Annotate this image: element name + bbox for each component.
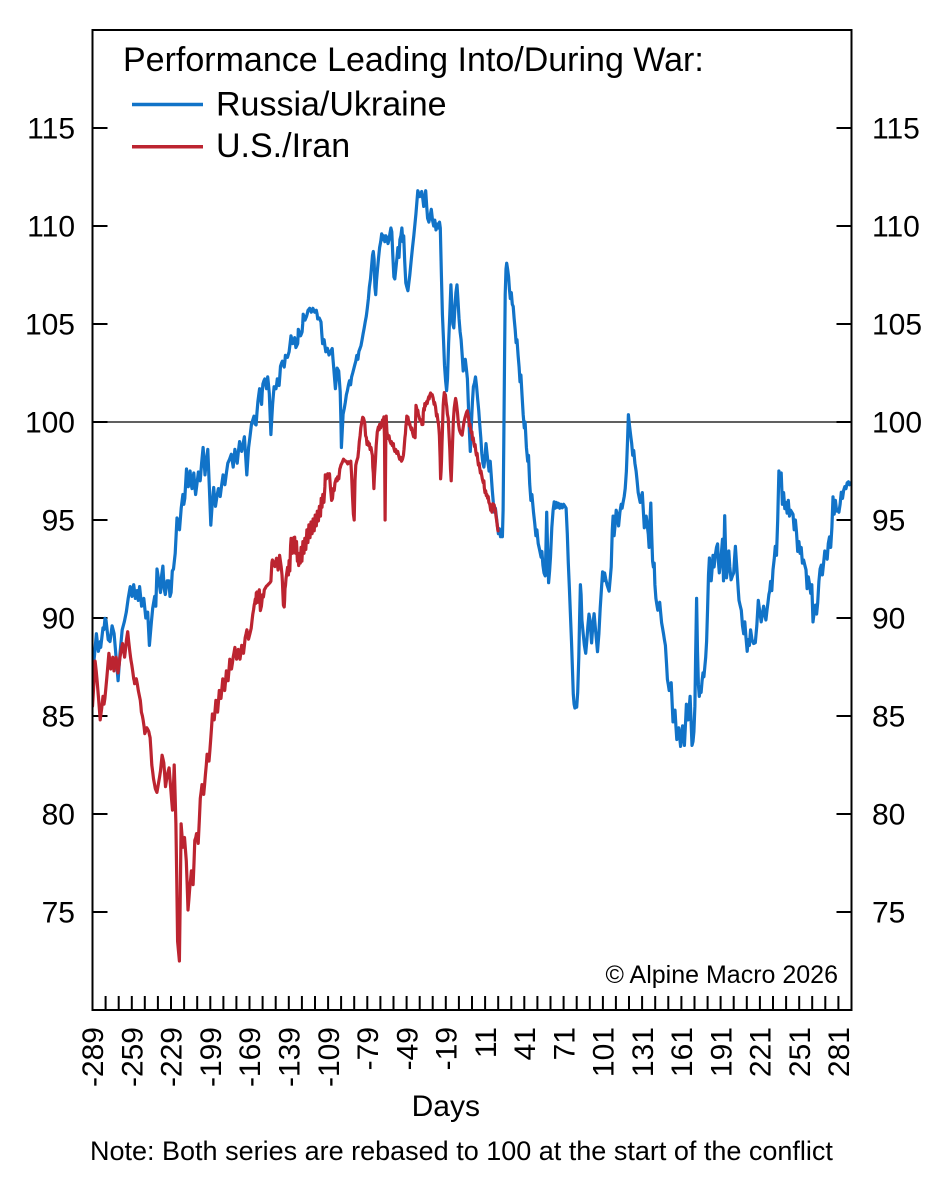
svg-text:161: 161 [666,1027,699,1077]
svg-text:Performance Leading Into/Durin: Performance Leading Into/During War: [123,41,704,79]
svg-text:© Alpine Macro 2026: © Alpine Macro 2026 [606,961,838,989]
svg-text:-79: -79 [352,1027,385,1070]
svg-text:90: 90 [872,603,905,636]
svg-text:131: 131 [627,1027,660,1077]
svg-text:100: 100 [872,407,922,440]
svg-text:90: 90 [42,603,75,636]
svg-text:-289: -289 [77,1027,110,1087]
svg-text:Days: Days [412,1090,480,1123]
svg-text:75: 75 [872,897,905,930]
svg-text:Note: Both series are rebased: Note: Both series are rebased to 100 at … [90,1136,833,1166]
svg-text:251: 251 [784,1027,817,1077]
svg-text:-109: -109 [313,1027,346,1087]
svg-text:80: 80 [42,799,75,832]
svg-text:Russia/Ukraine: Russia/Ukraine [216,86,447,124]
svg-text:191: 191 [705,1027,738,1077]
svg-text:110: 110 [872,211,920,244]
svg-text:105: 105 [25,309,75,342]
svg-text:-49: -49 [391,1027,424,1070]
svg-text:-139: -139 [274,1027,307,1087]
svg-text:71: 71 [548,1027,581,1060]
svg-text:11: 11 [470,1027,503,1058]
svg-text:115: 115 [27,113,75,146]
svg-text:100: 100 [25,407,75,440]
svg-text:85: 85 [872,701,905,734]
svg-text:105: 105 [872,309,922,342]
svg-text:95: 95 [872,505,905,538]
svg-text:281: 281 [823,1027,856,1077]
svg-text:-229: -229 [156,1027,189,1087]
svg-text:U.S./Iran: U.S./Iran [216,127,350,165]
svg-text:115: 115 [872,113,920,146]
svg-text:-199: -199 [195,1027,228,1087]
svg-text:85: 85 [42,701,75,734]
svg-text:-169: -169 [234,1027,267,1087]
svg-text:-259: -259 [117,1027,150,1087]
svg-text:80: 80 [872,799,905,832]
svg-text:75: 75 [42,897,75,930]
svg-text:101: 101 [588,1027,621,1077]
svg-text:41: 41 [509,1027,542,1060]
svg-text:95: 95 [42,505,75,538]
svg-text:-19: -19 [431,1027,464,1070]
svg-text:221: 221 [745,1027,778,1077]
svg-text:110: 110 [27,211,75,244]
